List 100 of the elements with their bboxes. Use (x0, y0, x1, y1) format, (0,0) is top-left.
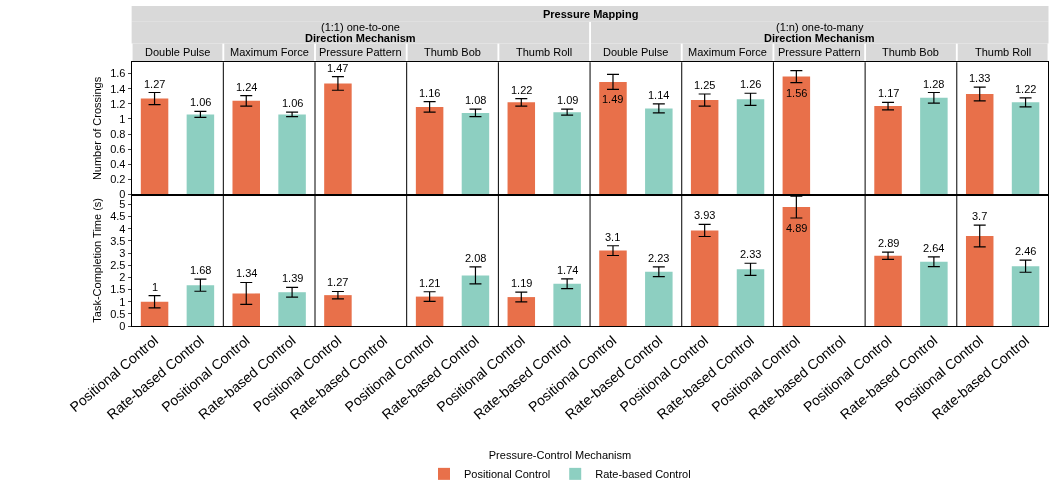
bar (782, 76, 811, 195)
bar (1011, 266, 1040, 327)
legend-label: Positional Control (464, 468, 551, 481)
data-label: 1.33 (969, 72, 991, 84)
text: Direction Mechanism (764, 32, 875, 44)
data-label: 1.06 (282, 97, 304, 109)
data-label: 1.17 (878, 87, 900, 99)
legend-label: Rate-based Control (595, 468, 691, 481)
data-label: 2.23 (648, 252, 670, 264)
bar (553, 112, 581, 195)
data-label: 1.16 (419, 87, 441, 99)
bar (645, 271, 673, 327)
y-tick-label: 0.8 (110, 127, 126, 140)
data-label: 3.7 (972, 210, 988, 222)
data-label: 1 (152, 281, 159, 293)
bar (186, 114, 215, 195)
data-label: 1.21 (419, 277, 441, 289)
y-tick-label: 1 (119, 295, 126, 308)
bar (186, 285, 215, 327)
bar (736, 269, 765, 327)
y-tick-label: 1.6 (110, 67, 126, 80)
data-label: 2.64 (923, 242, 945, 254)
y-tick-label: 5 (119, 198, 126, 211)
data-label: 1.49 (602, 93, 624, 105)
text: Direction Mechanism (305, 32, 416, 44)
data-label: 1.06 (190, 96, 212, 108)
text: (1:n) one-to-many (776, 21, 864, 33)
text: Pressure Mapping (543, 8, 639, 20)
y-tick-label: 3.5 (110, 234, 126, 247)
data-label: 1.27 (327, 276, 349, 288)
y-tick-label: 0.6 (110, 143, 126, 156)
data-label: 1.28 (923, 78, 945, 90)
bar (278, 292, 306, 327)
y-tick-label: 4 (119, 222, 126, 235)
text: Maximum Force (688, 46, 767, 58)
y-tick-label: 3 (119, 246, 126, 259)
bar (690, 100, 719, 195)
y-tick-label: 2 (119, 271, 126, 284)
bar (232, 100, 260, 195)
y-tick-label: 1.2 (110, 97, 126, 110)
bar (324, 295, 352, 327)
data-label: 2.33 (740, 248, 762, 260)
text: Maximum Force (230, 46, 309, 58)
data-label: 1.25 (694, 79, 716, 91)
y-tick-label: 4.5 (110, 210, 126, 223)
bar (965, 236, 994, 327)
data-label: 2.08 (465, 252, 487, 264)
y-tick-label: 1.4 (110, 82, 126, 95)
y-axis-title: Number of Crossings (90, 76, 103, 181)
bar (278, 114, 306, 195)
data-label: 1.56 (786, 87, 808, 99)
data-label: 1.22 (511, 84, 533, 96)
bar (599, 250, 627, 327)
y-tick-label: 1.5 (110, 283, 126, 296)
bar (920, 261, 948, 327)
data-label: 1.68 (190, 264, 212, 276)
y-tick-label: 0.4 (110, 158, 126, 171)
y-tick-label: 1 (119, 112, 126, 125)
bar (415, 106, 444, 195)
data-label: 1.19 (511, 277, 533, 289)
bar (415, 296, 444, 327)
bar (324, 83, 352, 195)
bar (920, 97, 948, 195)
bar (965, 94, 994, 195)
data-label: 1.34 (236, 267, 258, 279)
bar (507, 297, 536, 327)
data-label: 1.09 (557, 94, 579, 106)
y-axis-title: Task-Completion Time (s) (90, 197, 103, 323)
bar (874, 106, 902, 195)
data-label: 1.14 (648, 89, 670, 101)
text: Pressure Pattern (319, 46, 402, 58)
text: Double Pulse (603, 46, 669, 58)
bar (461, 275, 490, 327)
bar (1011, 102, 1040, 195)
data-label: 1.08 (465, 94, 487, 106)
data-label: 3.93 (694, 209, 716, 221)
text: Thumb Bob (424, 46, 481, 58)
data-label: 1.27 (144, 78, 166, 90)
legend-title: Pressure-Control Mechanism (488, 449, 632, 462)
y-tick-label: 0 (119, 319, 126, 332)
bar (645, 108, 673, 195)
bar (782, 207, 811, 327)
text: Double Pulse (145, 46, 211, 58)
text: Thumb Roll (516, 46, 573, 58)
y-tick-label: 0 (119, 188, 126, 201)
data-label: 2.46 (1015, 245, 1037, 257)
bar (599, 81, 627, 195)
y-tick-label: 0.5 (110, 307, 126, 320)
y-tick-label: 2.5 (110, 259, 126, 272)
bar (232, 293, 260, 327)
data-label: 4.89 (786, 222, 808, 234)
bar (140, 98, 169, 195)
text: (1:1) one-to-one (321, 21, 400, 33)
data-label: 1.24 (236, 81, 258, 93)
data-label: 1.47 (327, 62, 349, 74)
bar (553, 283, 581, 327)
text: Thumb Bob (882, 46, 939, 58)
data-label: 1.26 (740, 78, 762, 90)
bar (140, 301, 169, 327)
bar (874, 255, 902, 327)
